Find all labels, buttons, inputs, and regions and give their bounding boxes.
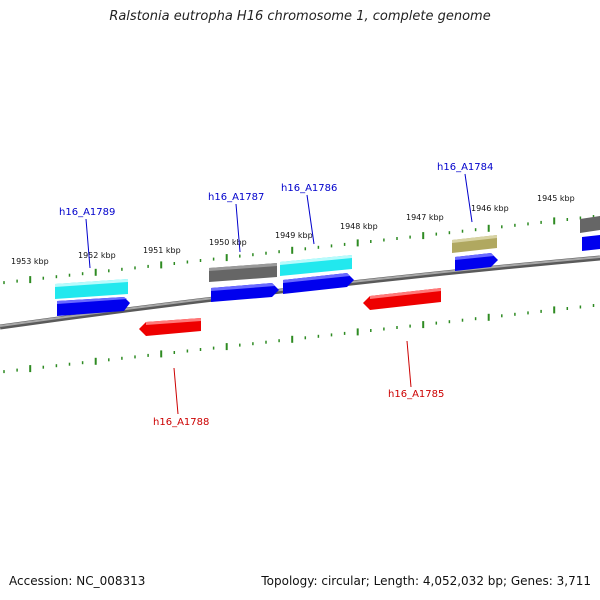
leader-line-1786 — [306, 194, 315, 245]
kbp-label-1947: 1947 kbp — [406, 213, 444, 222]
kbp-label-1950: 1950 kbp — [209, 238, 247, 247]
gene-feature-gray-edge[interactable] — [580, 216, 600, 233]
gene-label-h16-a1784[interactable]: h16_A1784 — [437, 162, 493, 173]
kbp-label-1946: 1946 kbp — [471, 204, 509, 213]
leader-line-1788 — [173, 367, 179, 415]
leader-line-1787 — [235, 203, 241, 253]
kbp-label-1948: 1948 kbp — [340, 222, 378, 231]
gene-feature-cyan-1789[interactable] — [55, 279, 128, 299]
gene-feature-olive-1784[interactable] — [452, 235, 497, 253]
outer-tick-ring — [3, 215, 595, 285]
genome-summary-label: Topology: circular; Length: 4,052,032 bp… — [261, 574, 591, 588]
gene-arrow-blue-1784[interactable] — [455, 253, 498, 271]
kbp-label-1945: 1945 kbp — [537, 194, 575, 203]
accession-label: Accession: NC_008313 — [9, 574, 146, 588]
leader-line-1785 — [406, 340, 412, 388]
gene-arrow-red-1788[interactable] — [139, 318, 201, 336]
gene-arrow-blue-edge[interactable] — [582, 235, 600, 251]
gene-feature-cyan-1786[interactable] — [280, 255, 352, 276]
gene-arrow-blue-1789[interactable] — [57, 297, 130, 316]
leader-line-1784 — [464, 173, 473, 223]
gene-label-h16-a1785[interactable]: h16_A1785 — [388, 389, 444, 400]
gene-feature-gray-1787a[interactable] — [209, 263, 277, 282]
gene-label-h16-a1789[interactable]: h16_A1789 — [59, 207, 115, 218]
kbp-label-1949: 1949 kbp — [275, 231, 313, 240]
kbp-label-1953: 1953 kbp — [11, 257, 49, 266]
gene-arrow-blue-1787[interactable] — [211, 283, 279, 302]
gene-label-h16-a1787[interactable]: h16_A1787 — [208, 192, 264, 203]
gene-arrow-blue-1786[interactable] — [283, 273, 354, 294]
gene-label-h16-a1786[interactable]: h16_A1786 — [281, 183, 337, 194]
inner-tick-ring — [3, 304, 595, 374]
leader-line-1789 — [85, 218, 91, 269]
kbp-label-1952: 1952 kbp — [78, 251, 116, 260]
map-title: Ralstonia eutropha H16 chromosome 1, com… — [109, 9, 491, 24]
kbp-label-1951: 1951 kbp — [143, 246, 181, 255]
gene-label-h16-a1788[interactable]: h16_A1788 — [153, 417, 209, 428]
gene-arrow-red-1785[interactable] — [363, 288, 441, 310]
